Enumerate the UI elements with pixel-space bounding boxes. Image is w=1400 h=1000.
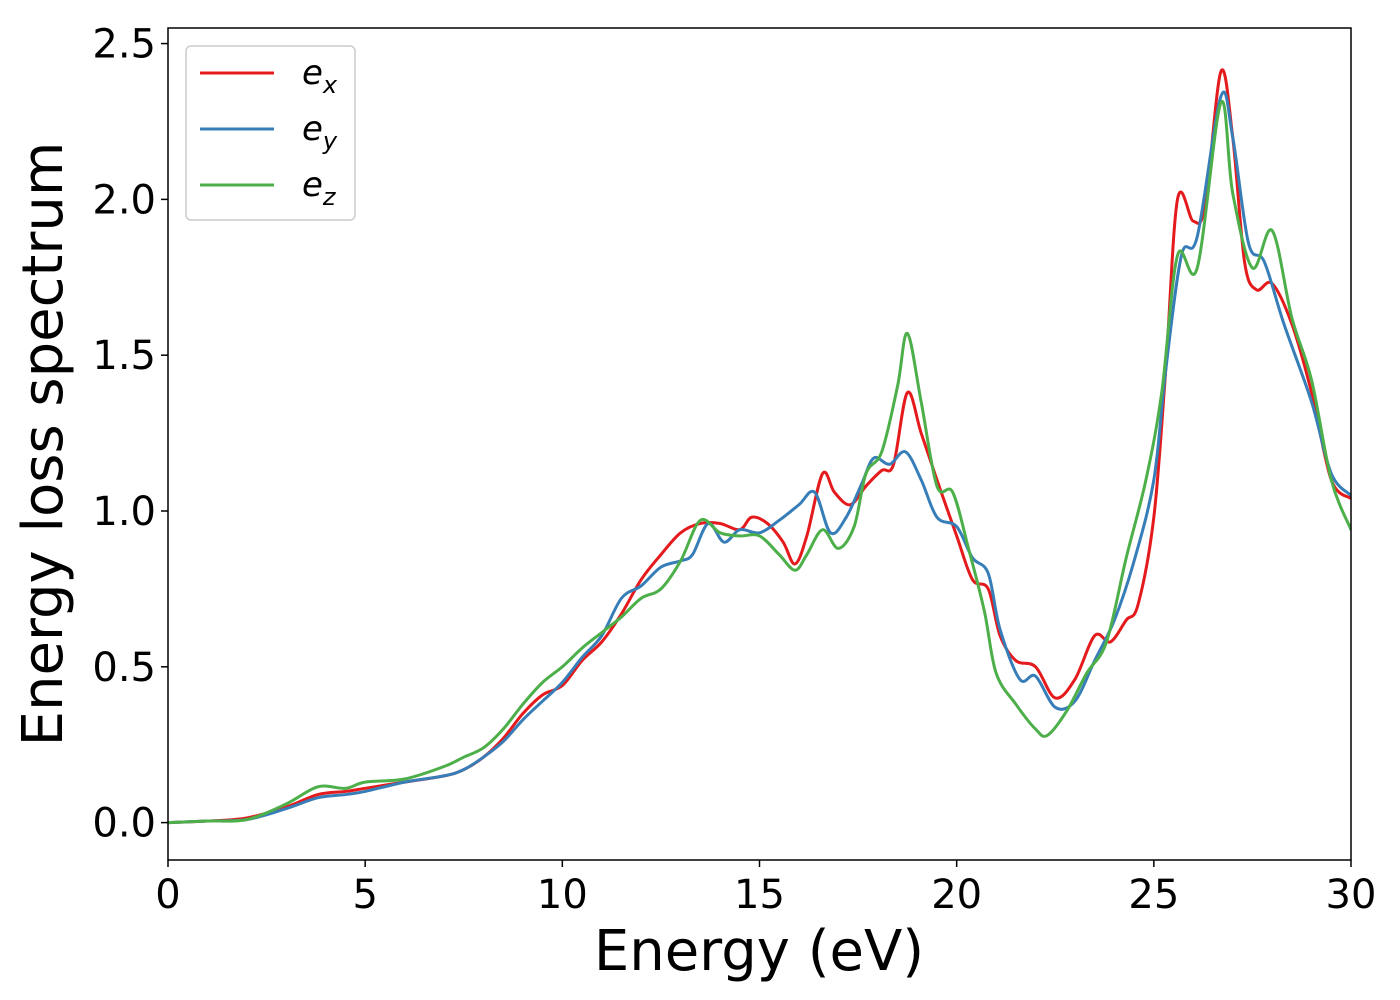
x-tick-label: 10 — [537, 872, 588, 918]
y-tick-label: 0.0 — [92, 801, 156, 847]
y-tick-label: 2.5 — [92, 22, 156, 68]
x-axis-ticks: 0 5 10 15 20 25 30 — [155, 860, 1376, 918]
x-tick-label: 0 — [155, 872, 180, 918]
x-tick-label: 5 — [352, 872, 377, 918]
legend-subscript: x — [322, 71, 338, 99]
x-tick-label: 25 — [1128, 872, 1179, 918]
legend-subscript: y — [322, 127, 338, 155]
series-lines — [168, 68, 1351, 825]
x-tick-label: 20 — [931, 872, 982, 918]
y-axis-ticks: 0.0 0.5 1.0 1.5 2.0 2.5 — [92, 22, 168, 847]
y-tick-label: 2.0 — [92, 177, 156, 223]
x-tick-label: 30 — [1326, 872, 1377, 918]
y-tick-label: 0.5 — [92, 645, 156, 691]
legend-box — [185, 45, 356, 221]
x-axis-title: Energy (eV) — [594, 919, 924, 984]
y-tick-label: 1.0 — [92, 489, 156, 535]
y-tick-label: 1.5 — [92, 333, 156, 379]
legend-subscript: z — [322, 183, 337, 211]
series-line-ez — [168, 99, 1351, 825]
series-line-ex — [168, 68, 1351, 825]
y-axis-title: Energy loss spectrum — [11, 142, 76, 747]
x-tick-label: 15 — [734, 872, 785, 918]
